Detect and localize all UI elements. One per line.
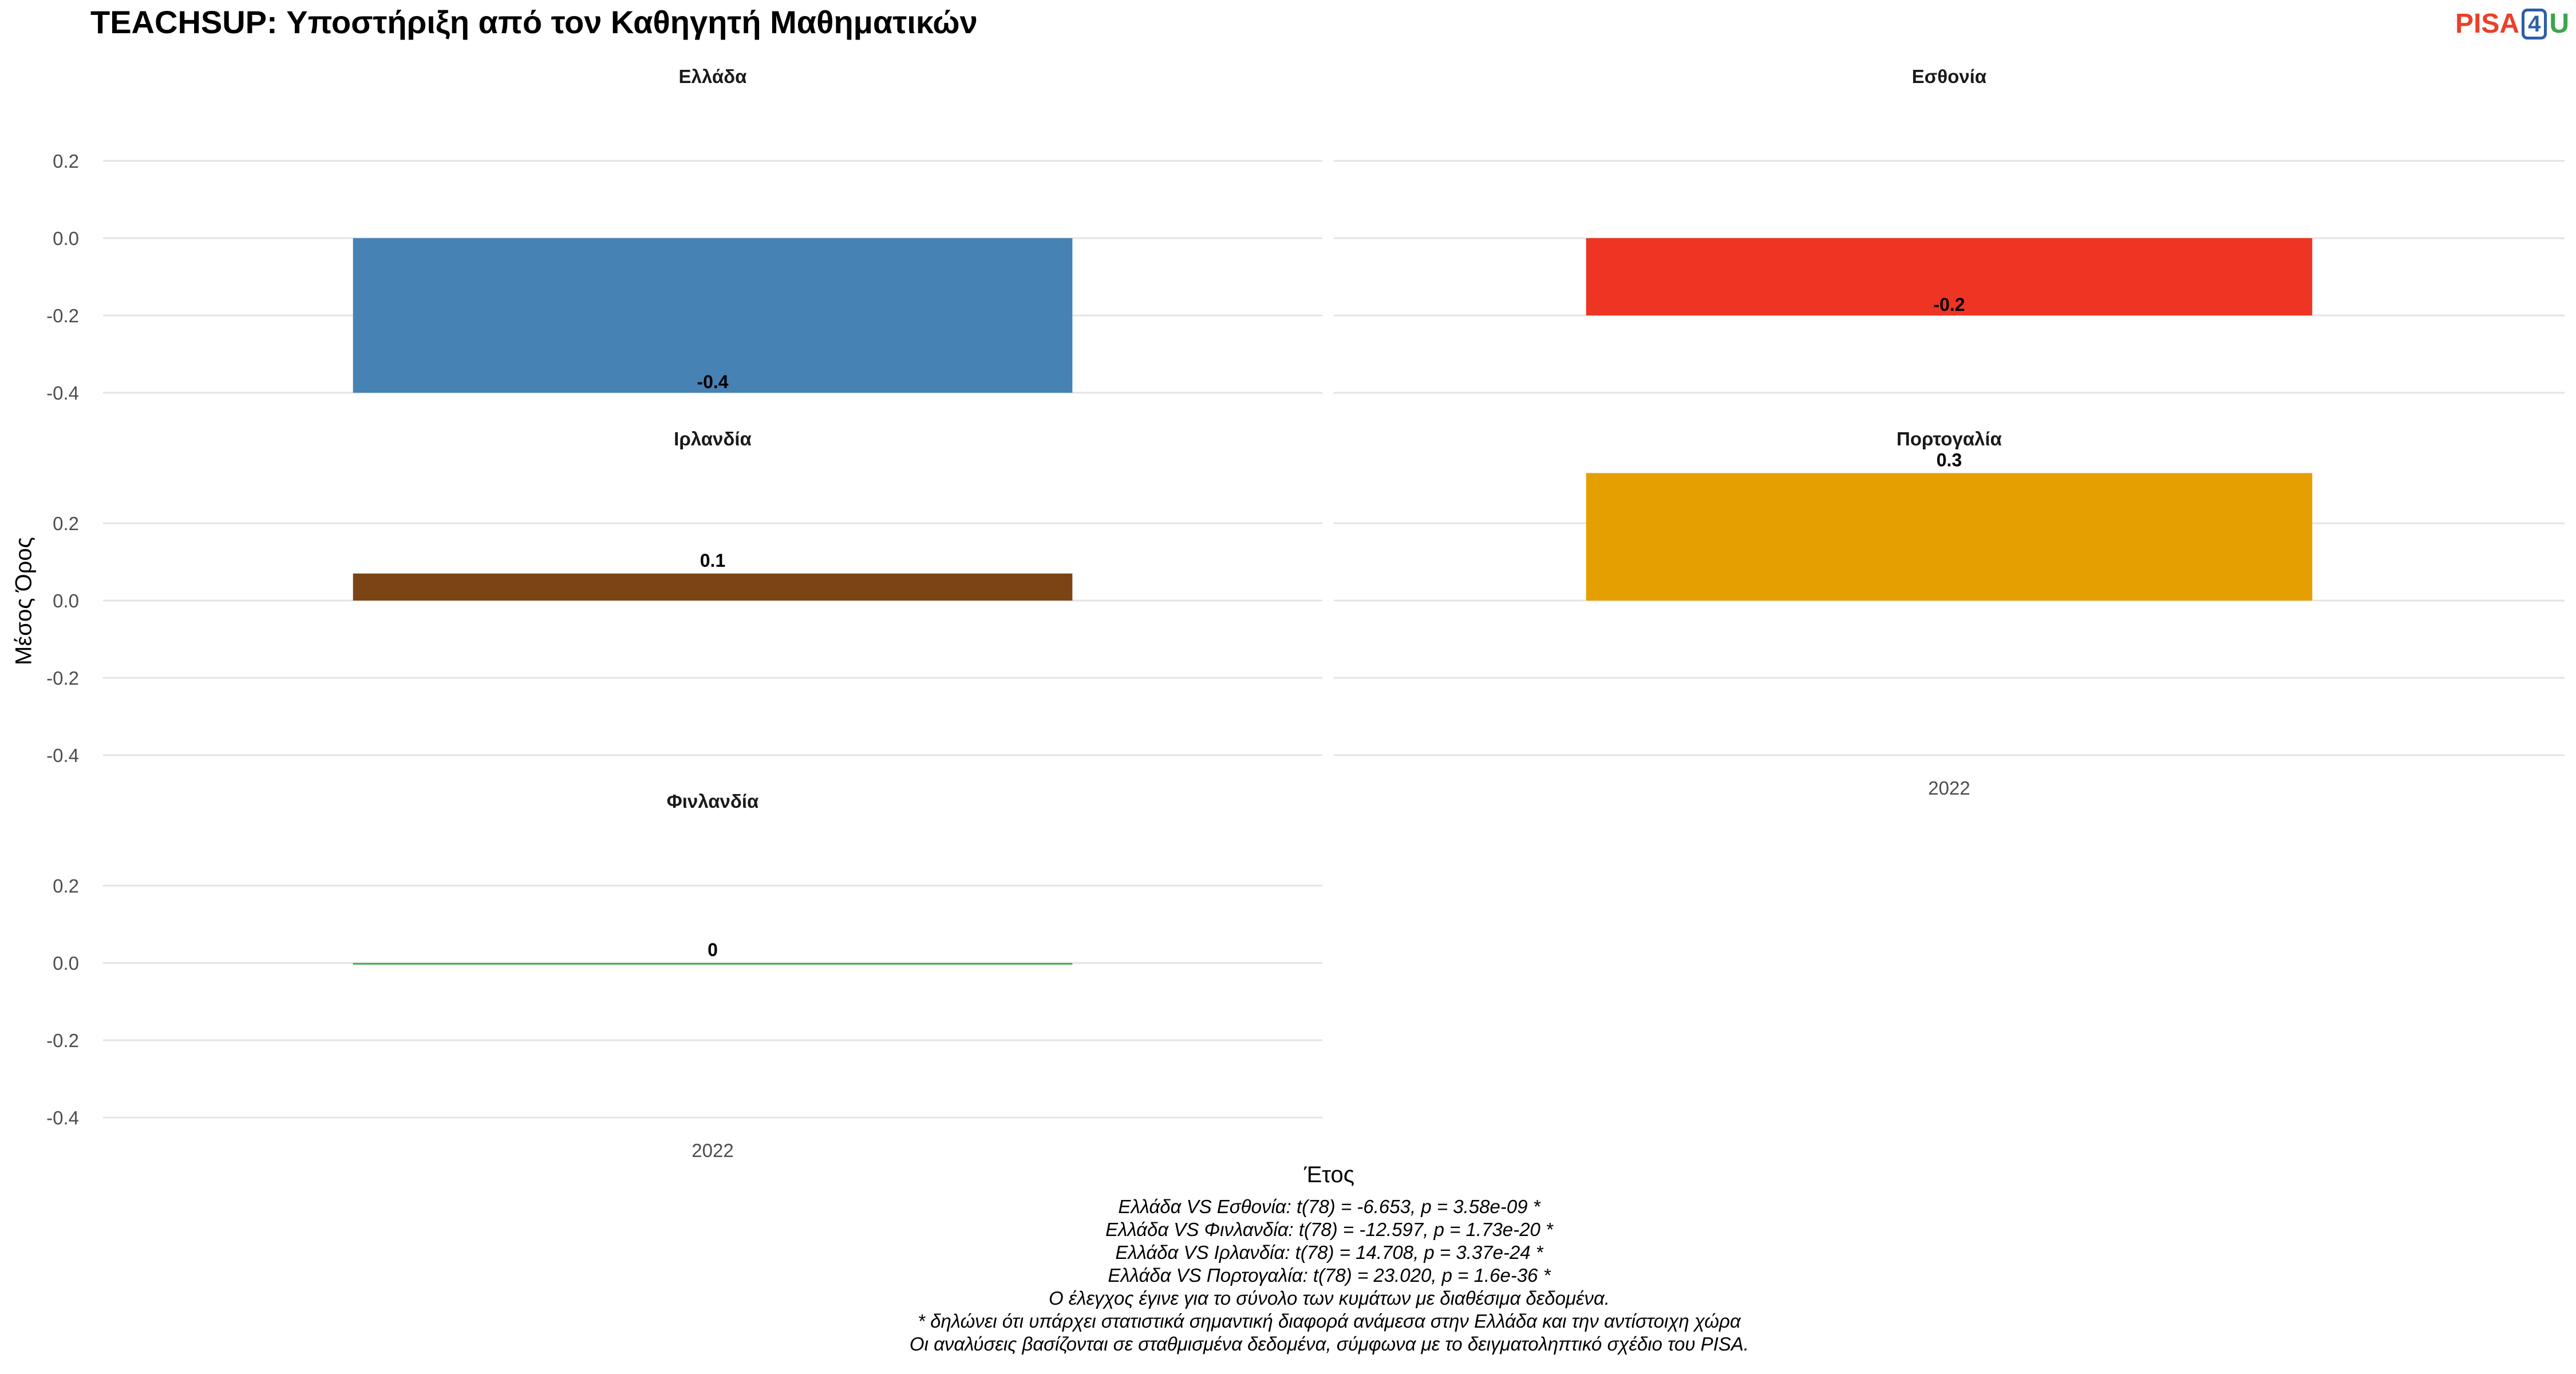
y-tick-label: 0.2	[53, 875, 79, 897]
data-label: -0.4	[697, 372, 728, 392]
data-label: 0.1	[700, 550, 725, 571]
logo-text-four: 4	[2522, 9, 2547, 40]
data-label: -0.2	[1933, 294, 1965, 315]
caption-line: Ο έλεγχος έγινε για το σύνολο των κυμάτω…	[1048, 1288, 1610, 1309]
bar	[353, 238, 1073, 393]
facet-title: Ιρλανδία	[674, 428, 752, 449]
x-tick-label: 2022	[692, 1140, 733, 1161]
caption-line: Ελλάδα VS Ιρλανδία: t(78) = 14.708, p = …	[1115, 1242, 1543, 1263]
bar	[353, 963, 1073, 965]
y-tick-label: -0.2	[46, 305, 79, 326]
logo-text-u: U	[2549, 9, 2569, 39]
y-tick-label: -0.2	[46, 668, 79, 689]
y-tick-label: -0.4	[46, 745, 79, 766]
statistical-caption: Ελλάδα VS Εσθονία: t(78) = -6.653, p = 3…	[910, 1195, 1749, 1356]
data-label: 0	[708, 939, 718, 960]
y-tick-label: -0.4	[46, 382, 79, 404]
chart-title: TEACHSUP: Υποστήριξη από τον Καθηγητή Μα…	[90, 4, 978, 40]
facet-title: Φινλανδία	[667, 791, 759, 812]
data-label: 0.3	[1937, 449, 1962, 470]
caption-line: Ελλάδα VS Εσθονία: t(78) = -6.653, p = 3…	[1118, 1196, 1540, 1217]
caption-line: Ελλάδα VS Φινλανδία: t(78) = -12.597, p …	[1105, 1219, 1553, 1240]
y-tick-label: 0.0	[53, 953, 79, 974]
y-tick-label: 0.2	[53, 513, 79, 534]
bar	[353, 573, 1073, 601]
caption-line: Ελλάδα VS Πορτογαλία: t(78) = 23.020, p …	[1108, 1265, 1551, 1286]
x-axis-label: Έτος	[1303, 1162, 1355, 1187]
bar	[1586, 238, 2313, 315]
facet-title: Ελλάδα	[679, 66, 747, 87]
y-tick-label: 0.0	[53, 228, 79, 249]
pisa4u-logo: PISA 4 U	[2455, 8, 2569, 40]
caption-line: * δηλώνει ότι υπάρχει στατιστικά σημαντι…	[918, 1310, 1741, 1332]
facet-title: Πορτογαλία	[1897, 428, 2002, 449]
y-axis-label: Μέσος Όρος	[11, 537, 37, 665]
y-tick-label: -0.2	[46, 1030, 79, 1051]
y-tick-label: 0.2	[53, 151, 79, 172]
y-tick-label: -0.4	[46, 1107, 79, 1128]
caption-line: Οι αναλύσεις βασίζονται σε σταθμισμένα δ…	[909, 1333, 1749, 1355]
y-tick-label: 0.0	[53, 590, 79, 611]
x-tick-label: 2022	[1928, 777, 1970, 799]
logo-text-pisa: PISA	[2455, 9, 2520, 39]
facet-title: Εσθονία	[1912, 66, 1986, 87]
bar	[1586, 473, 2313, 601]
